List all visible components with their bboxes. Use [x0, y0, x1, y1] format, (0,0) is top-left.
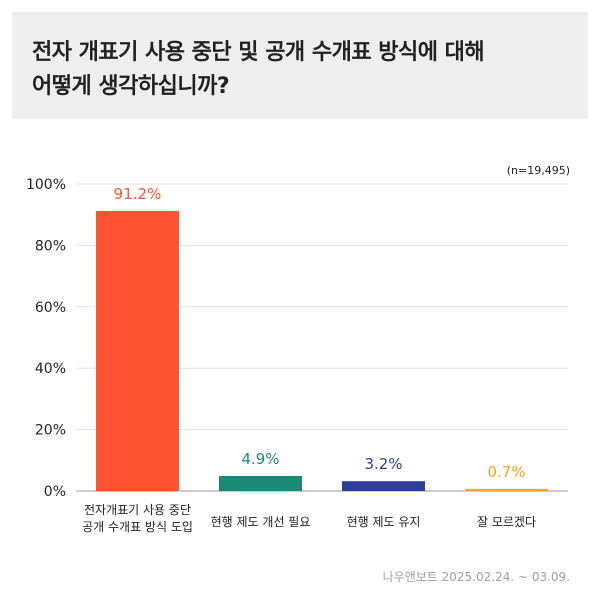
- bar-value-label: 91.2%: [114, 185, 162, 203]
- y-tick-label: 0%: [44, 484, 66, 500]
- bar: [219, 475, 302, 491]
- bar: [342, 481, 425, 491]
- bar-value-label: 0.7%: [487, 463, 525, 481]
- category-label: 잘 모르겠다: [477, 515, 536, 529]
- y-tick-label: 60%: [35, 300, 66, 316]
- y-tick-label: 100%: [26, 177, 66, 193]
- question-line-2: 어떻게 생각하십니까?: [32, 74, 230, 99]
- bar: [465, 488, 548, 491]
- source-caption: 나우앤보트 2025.02.24. ~ 03.09.: [382, 570, 570, 584]
- question-line-1: 전자 개표기 사용 중단 및 공개 수개표 방식에 대해: [32, 40, 485, 65]
- y-tick-label: 20%: [35, 423, 66, 439]
- bar-value-label: 4.9%: [241, 450, 279, 468]
- y-tick-label: 80%: [35, 238, 66, 254]
- bar-value-label: 3.2%: [364, 455, 402, 473]
- category-label: 전자개표기 사용 중단: [84, 503, 191, 517]
- category-label: 공개 수개표 방식 도입: [82, 520, 193, 534]
- sample-size: (n=19,495): [506, 164, 570, 177]
- y-tick-label: 40%: [35, 361, 66, 377]
- category-label: 현행 제도 개선 필요: [211, 514, 311, 529]
- question-box: 전자 개표기 사용 중단 및 공개 수개표 방식에 대해 어떻게 생각하십니까?: [12, 12, 588, 119]
- category-label: 현행 제도 유지: [347, 514, 421, 529]
- bar: [96, 211, 179, 492]
